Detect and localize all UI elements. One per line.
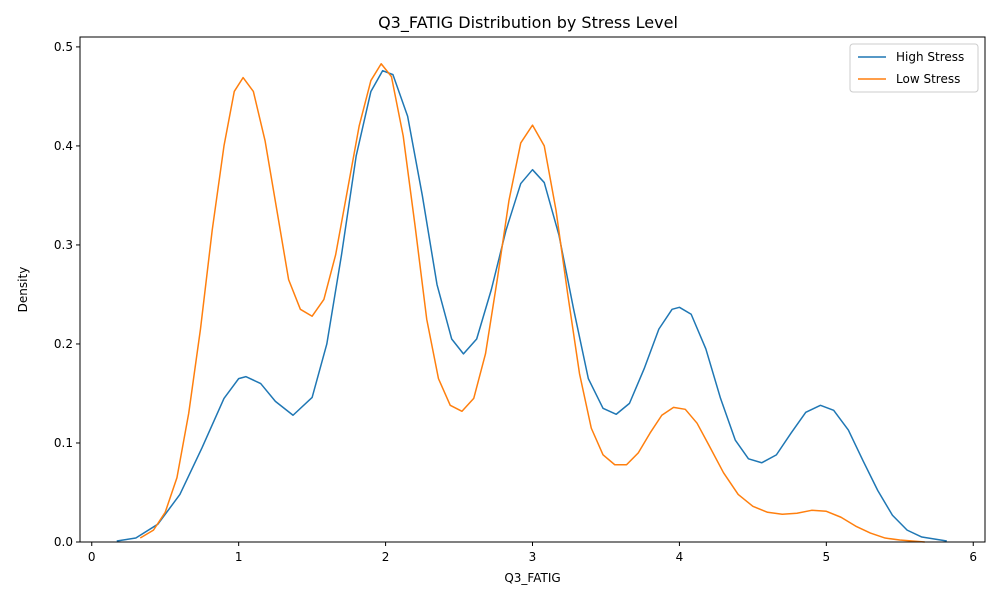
y-axis-label: Density <box>16 267 30 313</box>
plot-area-frame <box>79 36 986 543</box>
x-axis-label: Q3_FATIG <box>504 571 560 585</box>
x-tick-label: 0 <box>88 550 96 564</box>
series-layer <box>116 62 947 543</box>
legend-box <box>849 43 979 93</box>
legend-label: High Stress <box>896 50 964 64</box>
x-axis-ticks: 0 1 2 3 4 5 6 <box>88 542 977 564</box>
x-tick-label: 3 <box>529 550 537 564</box>
x-tick-label: 1 <box>235 550 243 564</box>
y-tick-label: 0.2 <box>54 337 73 351</box>
legend: High Stress Low Stress <box>849 43 979 93</box>
y-tick-label: 0.5 <box>54 40 73 54</box>
x-tick-label: 6 <box>969 550 977 564</box>
y-tick-label: 0.4 <box>54 139 73 153</box>
y-tick-label: 0.3 <box>54 238 73 252</box>
series-line-high-stress <box>116 69 947 542</box>
y-axis-ticks: 0.0 0.1 0.2 0.3 0.4 0.5 <box>54 40 80 549</box>
x-tick-label: 5 <box>823 550 831 564</box>
x-tick-label: 4 <box>676 550 684 564</box>
x-tick-label: 2 <box>382 550 390 564</box>
y-tick-label: 0.1 <box>54 436 73 450</box>
series-line-low-stress <box>139 62 925 543</box>
y-tick-label: 0.0 <box>54 535 73 549</box>
legend-label: Low Stress <box>896 72 960 86</box>
chart-title: Q3_FATIG Distribution by Stress Level <box>378 13 678 33</box>
